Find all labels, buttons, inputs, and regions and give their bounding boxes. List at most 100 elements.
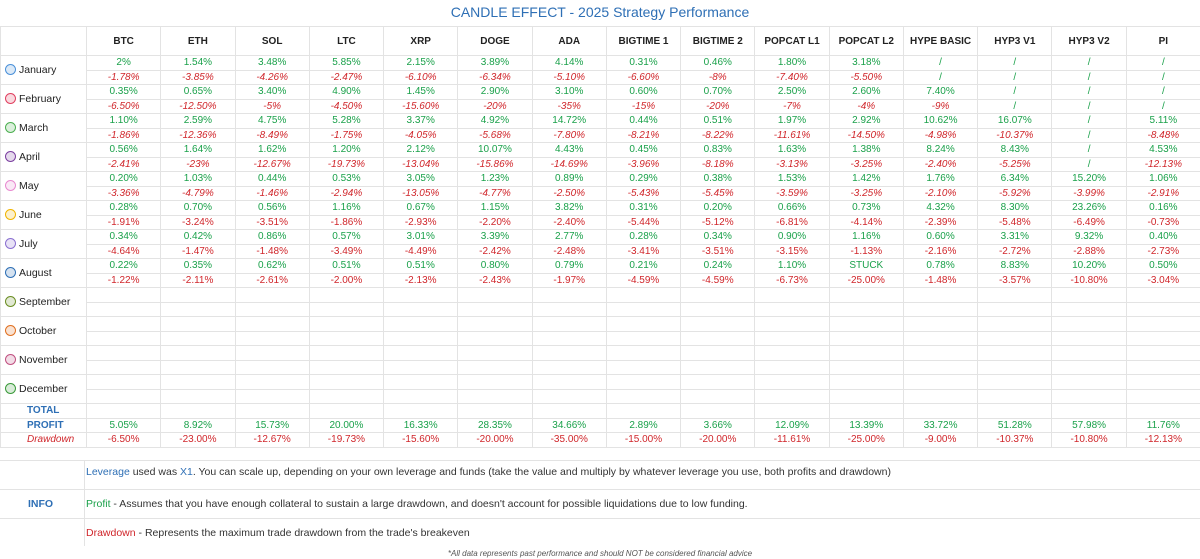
drawdown-row [1, 301, 1200, 317]
empty-cell [457, 403, 533, 419]
profit-cell: 0.24% [680, 258, 756, 274]
drawdown-row: -3.36% -4.79% -1.46% -2.94% -13.05% -4.77% -2.… [1, 185, 1200, 201]
drawdown-cell: -9% [902, 98, 979, 114]
profit-cell: 1.03% [160, 171, 236, 187]
empty-cell [605, 403, 682, 419]
profit-cell: 0.20% [85, 171, 162, 187]
profit-cell: 0.34% [85, 229, 162, 245]
drawdown-cell: -11.61% [754, 127, 830, 143]
profit-cell: 7.40% [902, 84, 979, 100]
total-profit-cell: 28.35% [457, 417, 533, 433]
month-name: November [19, 353, 68, 366]
drawdown-cell: -12.36% [160, 127, 236, 143]
drawdown-cell: -3.59% [754, 185, 830, 201]
total-drawdown-cell: -15.60% [383, 432, 459, 448]
profit-cell [383, 287, 459, 303]
drawdown-cell [383, 301, 459, 317]
drawdown-row [1, 388, 1200, 404]
drawdown-cell [160, 301, 236, 317]
drawdown-cell [680, 330, 756, 346]
profit-cell: 2.12% [383, 142, 459, 158]
profit-cell [605, 345, 682, 361]
drawdown-cell: -12.67% [234, 156, 310, 172]
profit-cell: 1.10% [85, 113, 162, 129]
total-drawdown-cell: -23.00% [160, 432, 236, 448]
drawdown-cell: -5.50% [828, 69, 904, 85]
profit-cell: 2.90% [457, 84, 533, 100]
drawdown-cell: / [1051, 127, 1127, 143]
drawdown-cell: -4.98% [902, 127, 979, 143]
drawdown-cell: -2.11% [160, 272, 236, 288]
profit-cell: 3.31% [977, 229, 1053, 245]
profit-cell: 0.31% [605, 55, 682, 71]
profit-cell: 0.89% [531, 171, 607, 187]
drawdown-note: Drawdown - Represents the maximum trade … [86, 527, 470, 539]
drawdown-cell: / [977, 98, 1053, 114]
total-profit-cell: 51.28% [977, 417, 1053, 433]
total-profit-label: PROFIT [0, 417, 87, 433]
drawdown-cell: -6.49% [1051, 214, 1127, 230]
drawdown-cell [1051, 388, 1127, 404]
profit-cell [383, 316, 459, 332]
profit-cell [605, 316, 682, 332]
total-drawdown-cell: -20.00% [457, 432, 533, 448]
profit-cell: 0.46% [680, 55, 756, 71]
drawdown-cell: -14.69% [531, 156, 607, 172]
profit-cell: 0.16% [1125, 200, 1200, 216]
month-name: October [19, 324, 57, 337]
drawdown-cell: -15% [605, 98, 682, 114]
profit-cell [977, 345, 1053, 361]
drawdown-row [1, 330, 1200, 346]
total-drawdown-cell: -11.61% [754, 432, 830, 448]
popsicle-icon [5, 237, 16, 249]
drawdown-cell: -2.47% [308, 69, 385, 85]
profit-cell: / [977, 84, 1053, 100]
drawdown-row [1, 359, 1200, 375]
profit-cell [457, 374, 533, 390]
profit-cell: 0.53% [308, 171, 385, 187]
month-name: September [19, 295, 71, 308]
drawdown-cell: -2.13% [383, 272, 459, 288]
profit-cell [85, 345, 162, 361]
drawdown-cell: -5.10% [531, 69, 607, 85]
drawdown-cell: -1.46% [234, 185, 310, 201]
profit-cell [902, 316, 979, 332]
total-drawdown-cell: -15.00% [605, 432, 682, 448]
drawdown-cell [605, 388, 682, 404]
profit-cell: 2.92% [828, 113, 904, 129]
disclaimer-footer: *All data represents past performance an… [447, 549, 753, 558]
total-profit-cell: 57.98% [1051, 417, 1127, 433]
profit-cell: 0.44% [605, 113, 682, 129]
drawdown-cell: -6.34% [457, 69, 533, 85]
profit-cell: 9.32% [1051, 229, 1127, 245]
drawdown-cell [1125, 388, 1200, 404]
drawdown-cell [680, 301, 756, 317]
month-label: May [0, 171, 87, 201]
drawdown-cell: -5.44% [605, 214, 682, 230]
empty-cell [977, 403, 1053, 419]
profit-cell: 8.43% [977, 142, 1053, 158]
info-section: INFO Leverage used was X1. You can scale… [0, 460, 1200, 546]
drawdown-cell: -2.40% [902, 156, 979, 172]
drawdown-cell [457, 330, 533, 346]
profit-cell [977, 374, 1053, 390]
profit-cell: 4.14% [531, 55, 607, 71]
total-profit-cell: 5.05% [85, 417, 162, 433]
drawdown-cell [85, 359, 162, 375]
drawdown-cell [531, 330, 607, 346]
profit-cell: 5.28% [308, 113, 385, 129]
drawdown-cell: -6.10% [383, 69, 459, 85]
profit-cell: 14.72% [531, 113, 607, 129]
profit-cell [902, 345, 979, 361]
total-drawdown-row: Drawdown -6.50% -23.00% -12.67% -19.73% -15.6… [0, 432, 1200, 448]
drawdown-cell: -19.73% [308, 156, 385, 172]
month-label: December [0, 374, 87, 404]
drawdown-cell: -2.73% [1125, 243, 1200, 259]
profit-row: April 0.56% 1.64% 1.62% 1.20% 2.12% 10.07% 4.43… [0, 142, 1200, 172]
profit-cell [308, 287, 385, 303]
drawdown-row: -2.41% -23% -12.67% -19.73% -13.04% -15.86% -1… [1, 156, 1200, 172]
total-drawdown-cell: -12.13% [1125, 432, 1200, 448]
drawdown-cell: -1.86% [85, 127, 162, 143]
profit-cell: 0.67% [383, 200, 459, 216]
drawdown-cell [1051, 301, 1127, 317]
